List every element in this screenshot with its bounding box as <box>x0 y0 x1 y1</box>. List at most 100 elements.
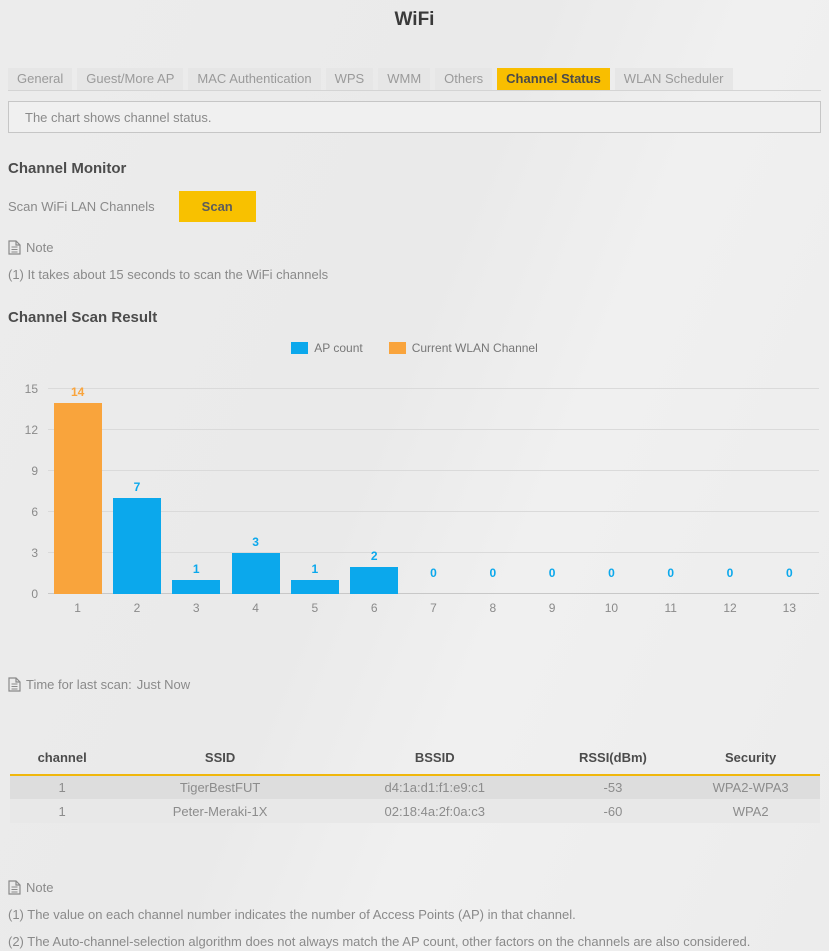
info-banner: The chart shows channel status. <box>8 101 821 133</box>
bar-value-label: 0 <box>785 566 793 580</box>
gridline <box>48 511 819 512</box>
table-cell: WPA2-WPA3 <box>712 780 789 795</box>
bar-value-label: 0 <box>726 566 734 580</box>
scan-result-table: channel SSID BSSID RSSI(dBm) Security 1 Tiger… <box>9 744 820 823</box>
bar-value-label: 0 <box>667 566 675 580</box>
legend-swatch <box>388 342 406 354</box>
table-header-bssid: BSSID <box>325 744 545 776</box>
y-axis-tick: 0 <box>31 587 38 601</box>
table-header-ssid: SSID <box>114 744 326 776</box>
chart-legend: AP count Current WLAN Channel <box>8 341 821 355</box>
page-title: WiFi <box>394 9 435 30</box>
bar-value-label: 0 <box>548 566 556 580</box>
tab-channel-status[interactable]: Channel Status <box>497 68 610 90</box>
note-title: Note <box>8 240 821 255</box>
table-header-row: channel SSID BSSID RSSI(dBm) Security <box>9 744 820 776</box>
gridline <box>48 552 819 553</box>
scan-button[interactable]: Scan <box>178 191 256 222</box>
document-icon <box>8 880 21 895</box>
y-axis-tick: 6 <box>31 505 38 519</box>
y-axis-tick: 12 <box>24 423 38 437</box>
table-cell: -53 <box>603 780 623 795</box>
document-icon <box>8 240 21 255</box>
note-item: (1) It takes about 15 seconds to scan th… <box>8 267 329 282</box>
gridline <box>48 429 819 430</box>
x-axis-tick: 10 <box>604 601 619 615</box>
x-axis-tick: 11 <box>664 601 677 615</box>
gridline <box>48 593 819 594</box>
chart-bar-channel-2 <box>112 498 161 594</box>
chart-bar-channel-3 <box>172 580 221 594</box>
channel-scan-result-heading: Channel Scan Result <box>8 309 158 326</box>
chart-column-channel-10: 0 10 <box>582 389 641 615</box>
table-cell: -60 <box>603 803 623 819</box>
x-axis-tick: 6 <box>370 601 378 615</box>
bar-value-label: 14 <box>70 384 85 399</box>
x-axis-tick: 13 <box>782 601 797 615</box>
tab-wlan-scheduler[interactable]: WLAN Scheduler <box>614 68 733 90</box>
tab-general[interactable]: General <box>8 68 73 90</box>
legend-label: Current WLAN Channel <box>411 341 538 355</box>
table-cell: 1 <box>58 803 66 819</box>
gridline <box>48 470 819 471</box>
x-axis-tick: 7 <box>430 601 437 615</box>
bar-value-label: 0 <box>430 566 437 580</box>
chart-column-channel-11: 0 11 <box>641 389 700 615</box>
chart-bar-channel-5 <box>290 580 339 594</box>
y-axis-tick: 9 <box>31 464 38 478</box>
table-header-channel: channel <box>9 744 115 776</box>
x-axis-tick: 9 <box>548 601 556 615</box>
legend-item: AP count <box>291 341 363 355</box>
x-axis-tick: 5 <box>311 601 319 615</box>
tab-wmm[interactable]: WMM <box>378 68 431 90</box>
chart-bar-channel-6 <box>350 566 399 594</box>
table-cell: TigerBestFUT <box>179 780 261 795</box>
chart-bar-channel-1 <box>53 402 102 594</box>
table-cell: 1 <box>58 780 66 795</box>
last-scan-value: Just Now <box>136 677 191 692</box>
chart-column-channel-12: 0 12 <box>700 389 759 615</box>
table-row: 1 TigerBestFUT d4:1a:d1:f1:e9:c1 -53 WPA2-WP… <box>9 775 820 799</box>
x-axis-tick: 2 <box>133 601 141 615</box>
x-axis-tick: 3 <box>192 601 200 615</box>
table-cell: WPA2 <box>732 803 769 819</box>
info-banner-text: The chart shows channel status. <box>25 110 212 125</box>
table-cell: d4:1a:d1:f1:e9:c1 <box>384 780 485 795</box>
tab-bar: General Guest/More AP MAC Authentication WP… <box>8 68 821 91</box>
bar-value-label: 3 <box>252 535 259 549</box>
legend-item: Current WLAN Channel <box>388 341 538 355</box>
x-axis-tick: 4 <box>252 601 259 615</box>
tab-guest-more-ap[interactable]: Guest/More AP <box>77 68 184 90</box>
legend-label: AP count <box>314 341 363 355</box>
chart-column-channel-13: 0 13 <box>760 389 819 615</box>
tab-wps[interactable]: WPS <box>325 68 374 90</box>
bar-value-label: 0 <box>608 566 615 580</box>
document-icon <box>8 677 21 692</box>
note-section-top: Note (1) It takes about 15 seconds to sc… <box>8 240 821 282</box>
tab-mac-authentication[interactable]: MAC Authentication <box>188 68 321 90</box>
gridline <box>48 388 819 389</box>
scan-channels-label: Scan WiFi LAN Channels <box>8 199 155 214</box>
chart-bar-channel-4 <box>231 553 280 594</box>
last-scan-time: Time for last scan: Just Now <box>8 677 821 692</box>
note-items: (1) The value on each channel number ind… <box>8 907 821 949</box>
note-title: Note <box>8 880 821 895</box>
table-cell: 02:18:4a:2f:0a:c3 <box>384 803 485 819</box>
note-items: (1) It takes about 15 seconds to scan th… <box>8 267 821 282</box>
y-axis-tick: 3 <box>31 546 38 560</box>
x-axis-tick: 1 <box>74 601 81 615</box>
chart-plot-area: 0 3 6 9 12 15 14 1 7 2 1 3 3 4 1 5 2 6 0 7 0 8 0 9 0 10 0 11 0 12 0 13 <box>25 382 819 615</box>
table-row: 1 Peter-Meraki-1X 02:18:4a:2f:0a:c3 -60 WPA2 <box>9 799 820 823</box>
bar-value-label: 7 <box>133 480 141 495</box>
bar-value-label: 2 <box>370 548 378 563</box>
tab-others[interactable]: Others <box>435 68 493 90</box>
bar-value-label: 1 <box>311 562 319 577</box>
note-item: (1) The value on each channel number ind… <box>8 907 576 922</box>
